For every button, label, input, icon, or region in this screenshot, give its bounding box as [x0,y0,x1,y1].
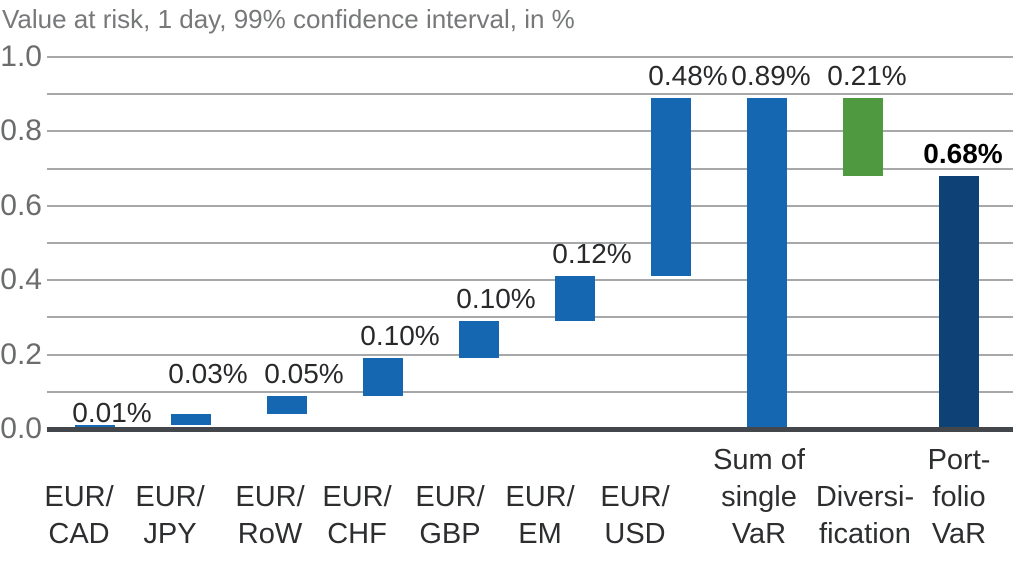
value-label-sum-of-single-var: 0.89% [731,59,811,91]
value-label-eur-chf: 0.10% [360,320,440,352]
x-axis-label-eur-em: EUR/EM [505,479,574,553]
gridline [47,316,1013,319]
gridline [47,353,1013,356]
x-axis-label-eur-jpy: EUR/JPY [135,479,204,553]
x-axis-label-line: fication [819,518,911,550]
x-axis-label-eur-cad: EUR/CAD [44,479,113,553]
x-axis-label-line: CAD [48,518,110,550]
x-axis-label-eur-row: EUR/RoW [235,479,304,553]
y-axis-tick-label: 0.2 [0,337,42,371]
x-axis-label-line: Port- [927,444,991,476]
x-axis-label-line: EUR/ [322,481,392,513]
gridline [47,167,1013,170]
y-axis-tick-label: 0.8 [0,114,42,148]
x-axis-label-line: single [721,481,797,513]
y-axis-tick-label: 0.4 [0,263,42,297]
x-axis-label-line: EUR/ [235,481,305,513]
x-axis-label-line: VaR [931,518,987,550]
x-axis-label-line: RoW [237,518,303,550]
x-axis-label-line: EUR/ [135,481,205,513]
y-axis-tick-label: 0.6 [0,188,42,222]
value-label-eur-row: 0.05% [264,357,344,389]
x-axis-label-diversification: Diversi-fication [816,479,914,553]
x-axis-label-eur-chf: EUR/CHF [322,479,391,553]
gridline [47,56,1013,58]
bar-portfolio-var [939,176,979,429]
x-axis-label-line: Sum of [713,444,805,476]
gridline [47,130,1013,133]
x-axis-label-line: Diversi- [815,481,915,513]
x-axis-label-line: EUR/ [600,481,670,513]
value-label-diversification: 0.21% [827,59,907,91]
x-axis-label-line: EUR/ [44,481,114,513]
x-axis-label-line: VaR [731,518,787,550]
chart-title: Value at risk, 1 day, 99% confidence int… [2,4,575,34]
x-axis-label-portfolio-var: Port-folio VaR [928,442,991,553]
gridline [47,204,1013,207]
value-label-eur-em: 0.12% [552,238,632,270]
x-axis-label-line: CHF [327,518,387,550]
value-label-portfolio-var: 0.68% [923,138,1003,170]
x-axis-label-line: folio [932,481,986,513]
x-axis-label-line: USD [604,518,666,550]
x-axis-label-line: EUR/ [505,481,575,513]
value-label-eur-gbp: 0.10% [456,283,536,315]
x-axis-baseline [47,427,1013,432]
value-label-eur-usd: 0.48% [648,59,728,91]
y-axis-tick-label: 1.0 [0,40,42,73]
x-axis-label-eur-usd: EUR/USD [600,479,669,553]
y-axis-tick-label: 0.0 [0,412,42,445]
value-label-eur-jpy: 0.03% [168,357,248,389]
x-axis-label-eur-gbp: EUR/GBP [415,479,484,553]
x-axis-label-line: GBP [419,518,481,550]
bar-eur-gbp [459,321,499,359]
bar-eur-jpy [171,414,211,426]
gridline [47,242,1013,244]
bar-eur-chf [363,358,403,396]
x-axis-label-sum-of-single-var: Sum of single VaR [713,442,805,553]
bar-eur-row [267,395,307,415]
value-label-eur-cad: 0.01% [72,397,152,429]
x-axis-label-line: JPY [143,518,197,550]
gridline [47,279,1013,282]
x-axis-label-line: EM [518,518,562,550]
bar-diversification [843,97,883,177]
gridline [47,93,1013,96]
gridline [47,390,1013,393]
x-axis-label-line: EUR/ [415,481,485,513]
bar-eur-usd [651,97,691,277]
bar-sum-of-single-var [747,97,787,429]
bar-eur-em [555,276,595,322]
